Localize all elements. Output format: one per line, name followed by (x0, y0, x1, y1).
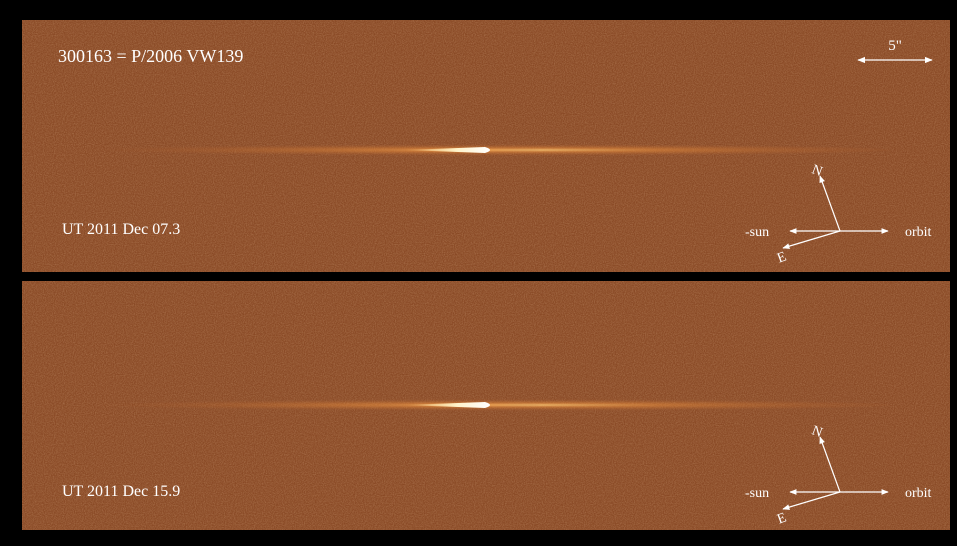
compass-orbit: orbit (905, 225, 932, 240)
compass-sun: -sun (745, 225, 769, 240)
compass-orbit: orbit (905, 486, 932, 501)
date-label: UT 2011 Dec 07.3 (62, 221, 180, 238)
date-label: UT 2011 Dec 15.9 (62, 483, 180, 500)
image-title: 300163 = P/2006 VW139 (58, 46, 243, 66)
compass-sun: -sun (745, 486, 769, 501)
figure: UT 2011 Dec 07.3NE-sunorbitUT 2011 Dec 1… (0, 0, 957, 546)
scale-label: 5" (888, 38, 902, 54)
